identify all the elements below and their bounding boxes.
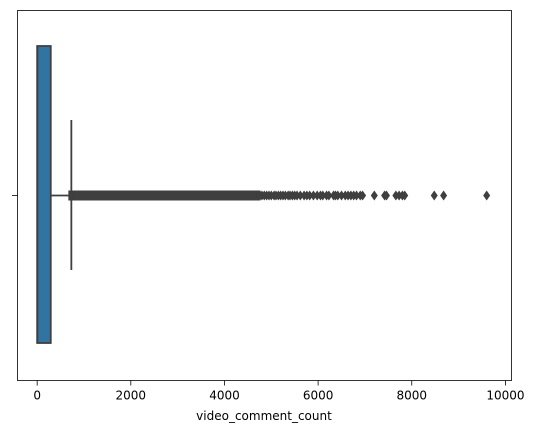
x-axis-ticks: 0 2000 4000 6000 8000 10000 (33, 381, 524, 403)
outlier-point (371, 191, 378, 201)
x-tick-label: 8000 (396, 389, 427, 403)
box-plot (37, 46, 71, 343)
x-axis-label: video_comment_count (196, 409, 332, 423)
box-iqr (37, 46, 51, 343)
outlier-point (483, 191, 490, 201)
x-tick-label: 10000 (486, 389, 524, 403)
outlier-points (68, 191, 490, 201)
x-tick-label: 0 (33, 389, 41, 403)
x-tick-label: 2000 (116, 389, 147, 403)
x-tick-label: 4000 (209, 389, 240, 403)
outlier-dense-band (68, 191, 260, 201)
outlier-point (431, 191, 438, 201)
x-tick-label: 6000 (303, 389, 334, 403)
outlier-point (440, 191, 447, 201)
